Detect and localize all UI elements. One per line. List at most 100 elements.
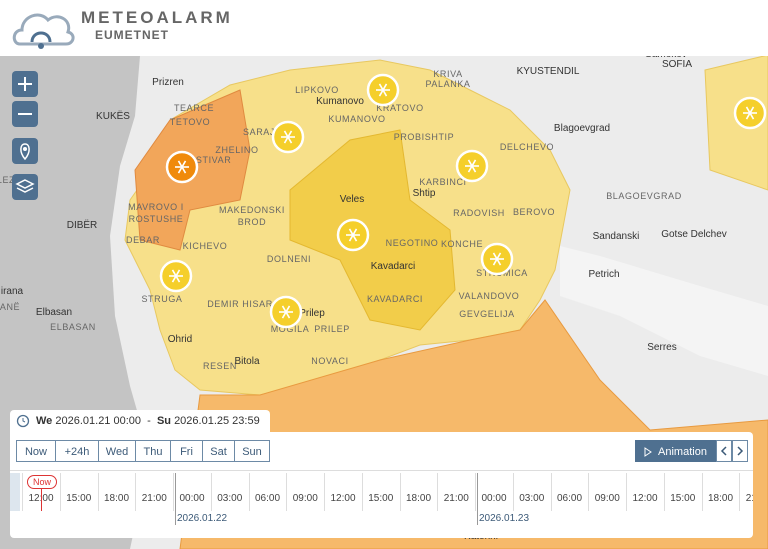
to-day: Su <box>156 415 171 427</box>
map-label: DEMIR HISAR <box>207 299 273 309</box>
prev-button[interactable] <box>716 440 732 462</box>
map-label: MOGILA <box>271 324 310 334</box>
warning-icon <box>336 218 370 252</box>
map-label: Elbasan <box>36 307 72 318</box>
map-label: BLAGOEVGRAD <box>606 191 682 201</box>
warning-icon <box>271 120 305 154</box>
zoom-in[interactable] <box>12 71 38 97</box>
from: 2026.01.21 00:00 <box>55 415 142 427</box>
map-label: LEZ <box>0 175 15 185</box>
map-label: LIPKOVO <box>295 85 339 95</box>
map-label: Petrich <box>588 269 619 280</box>
map-label: Prilep <box>299 308 325 319</box>
snowflake <box>467 159 477 173</box>
timeline: 09:00 12:00 15:00 18:00 21:00 00:00 03:00 06:00… <box>10 470 753 539</box>
day-button[interactable]: Wed <box>98 440 136 462</box>
snowflake <box>177 160 187 174</box>
snowflake <box>283 130 293 144</box>
map-label: BROD <box>238 217 266 227</box>
snowflake <box>171 269 181 283</box>
day-button[interactable]: +24h <box>55 440 99 462</box>
hour-label: 18:00 <box>103 493 130 504</box>
map-label: Shtip <box>413 188 436 199</box>
map-label: NOVACI <box>311 356 348 366</box>
from-day: We <box>36 415 53 427</box>
map-label: NEGOTINO <box>386 238 439 248</box>
day-button[interactable]: Sat <box>202 440 235 462</box>
hour-label: 00:00 <box>481 493 507 504</box>
map-label: RADOVISH <box>453 208 505 218</box>
tick-sep <box>361 473 363 511</box>
day-button[interactable]: Fri <box>170 440 203 462</box>
map-label: TETOVO <box>170 117 210 127</box>
tick-sep <box>324 473 326 511</box>
day-button[interactable]: Now <box>16 440 56 462</box>
layers[interactable] <box>12 174 38 200</box>
day-button[interactable]: Sun <box>234 440 270 462</box>
warning-icon <box>366 73 400 107</box>
snowflake <box>378 83 388 97</box>
hour-label: 18:00 <box>405 493 432 504</box>
tick-sep <box>22 473 24 511</box>
snowflake <box>348 228 358 242</box>
warning-icon <box>165 150 199 184</box>
map-label: KUMANOVO <box>328 114 385 124</box>
map-label: irana <box>1 286 24 297</box>
tick-sep <box>663 473 665 511</box>
day-button[interactable]: Thu <box>135 440 171 462</box>
logo <box>12 13 75 49</box>
tick-sep <box>286 473 288 511</box>
hour-label: 21:00 <box>745 493 753 504</box>
hour-label: 09:00 <box>292 493 318 504</box>
next-button[interactable] <box>732 440 748 462</box>
tick-sep <box>512 473 514 511</box>
map-label: KYUSTENDIL <box>517 66 580 77</box>
hour-label: 06:00 <box>254 493 281 504</box>
now-marker: Now <box>27 475 57 489</box>
map-label: BEROVO <box>513 207 555 217</box>
map-label: Gotse Delchev <box>661 229 727 240</box>
map-label: DIBËR <box>67 219 98 231</box>
map-label: KRATOVO <box>376 103 423 113</box>
map-label: KUKËS <box>96 110 130 122</box>
map-label: Serres <box>647 342 676 353</box>
hour-label: 15:00 <box>670 493 696 504</box>
tick-sep <box>248 473 250 511</box>
warning-icon <box>455 149 489 183</box>
warning-icon <box>480 242 514 276</box>
map-label: ZHELINO <box>215 145 258 155</box>
map-label: ANË <box>0 302 20 312</box>
map-label: Ohrid <box>168 334 192 345</box>
map-label: GOSTIVAR <box>181 155 232 165</box>
map-label: MAVROVO I <box>128 202 184 212</box>
map-label: DELCHEVO <box>500 142 554 152</box>
timeline-left-edge <box>10 473 20 511</box>
map-label: Kumanovo <box>316 96 364 107</box>
animation-button[interactable]: Animation <box>635 440 716 462</box>
snowflake <box>492 252 502 266</box>
hour-label: 12:00 <box>330 493 356 504</box>
date-line <box>477 473 478 525</box>
warning-icon <box>269 295 303 329</box>
tick-sep <box>210 473 212 511</box>
tick-sep <box>550 473 552 511</box>
tick-sep <box>97 473 99 511</box>
tick-sep <box>475 473 477 511</box>
map-label: DOLNENI <box>267 254 311 264</box>
map-label: SARAJ <box>243 127 275 137</box>
logo-subtitle: EUMETNET <box>95 28 169 42</box>
map-label: PRILEP <box>314 324 350 334</box>
logo-title: METEOALARM <box>81 8 233 27</box>
locate[interactable] <box>12 138 38 164</box>
snowflake <box>281 305 291 319</box>
zoom-out[interactable] <box>12 101 38 127</box>
tick-sep <box>437 473 439 511</box>
hour-label: 00:00 <box>179 493 205 504</box>
header: METEOALARM EUMETNET <box>0 0 768 56</box>
map-label: ELBASAN <box>50 322 96 332</box>
hour-label: 15:00 <box>66 493 92 504</box>
time-range: We 2026.01.21 00:00 - Su 2026.01.25 23:5… <box>10 410 270 449</box>
map-label: GEVGELIJA <box>459 309 514 319</box>
